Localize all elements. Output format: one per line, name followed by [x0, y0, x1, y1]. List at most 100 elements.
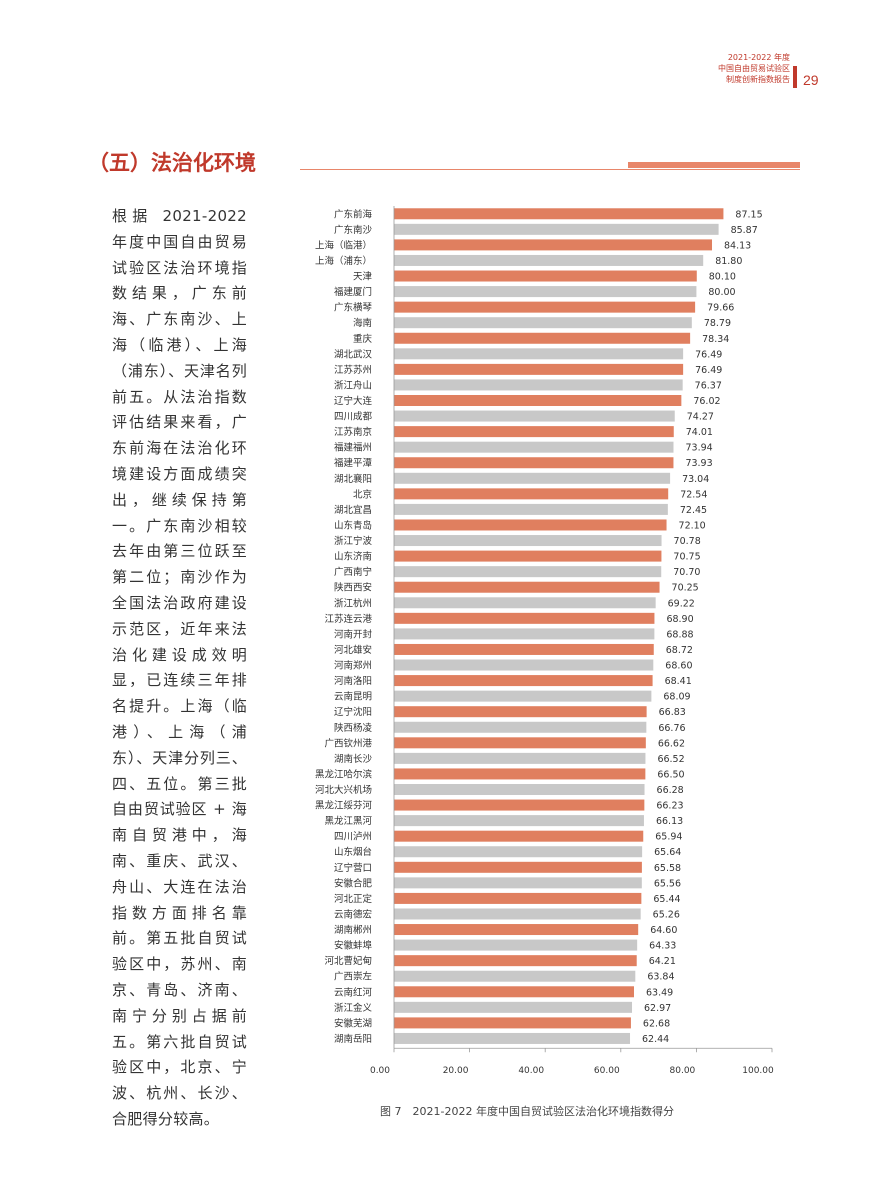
value-label-9: 78.34 — [702, 334, 729, 345]
value-label-4: 81.80 — [715, 256, 742, 267]
value-label-36: 66.52 — [657, 754, 684, 765]
figure-caption: 图 7 2021-2022 年度中国自贸试验区法治化环境指数得分 — [380, 1105, 674, 1118]
value-label-16: 73.94 — [685, 443, 712, 454]
x-tick-label-3: 40.00 — [518, 1066, 544, 1076]
bar-1 — [394, 208, 724, 220]
category-label-35: 广西钦州港 — [324, 737, 372, 749]
category-label-14: 四川成都 — [334, 411, 373, 423]
bar-39 — [394, 799, 645, 811]
value-label-54: 62.44 — [642, 1034, 669, 1045]
bar-5 — [394, 270, 697, 282]
bar-47 — [394, 924, 639, 936]
bar-21 — [394, 519, 667, 531]
category-label-19: 北京 — [353, 488, 372, 500]
value-label-25: 70.25 — [672, 583, 699, 594]
header-line-3: 制度创新指数报告 — [726, 75, 790, 84]
value-label-48: 64.33 — [649, 941, 676, 952]
category-label-13: 辽宁大连 — [334, 395, 373, 407]
value-label-33: 66.83 — [659, 707, 686, 718]
category-label-16: 福建福州 — [334, 442, 372, 454]
category-label-28: 河南开封 — [334, 628, 373, 640]
bar-51 — [394, 986, 634, 998]
bar-17 — [394, 457, 674, 469]
category-label-51: 云南红河 — [334, 986, 373, 998]
value-label-11: 76.49 — [695, 365, 722, 376]
bar-16 — [394, 441, 674, 453]
value-label-44: 65.56 — [654, 878, 681, 889]
value-label-39: 66.23 — [656, 801, 683, 812]
category-label-21: 山东青岛 — [334, 519, 372, 531]
value-label-53: 62.68 — [643, 1018, 670, 1029]
value-label-14: 74.27 — [687, 412, 714, 423]
bar-20 — [394, 503, 668, 515]
bar-42 — [394, 846, 643, 858]
bar-7 — [394, 301, 696, 313]
value-label-3: 84.13 — [724, 240, 751, 251]
bar-19 — [394, 488, 669, 500]
bar-30 — [394, 659, 654, 671]
category-label-30: 河南郑州 — [334, 660, 372, 672]
bar-41 — [394, 830, 644, 842]
category-label-36: 湖南长沙 — [334, 753, 373, 765]
bar-43 — [394, 861, 642, 873]
category-label-47: 湖南郴州 — [334, 924, 372, 936]
category-label-52: 浙江金义 — [334, 1002, 373, 1014]
category-label-53: 安徽芜湖 — [334, 1017, 372, 1029]
value-label-23: 70.75 — [673, 552, 700, 563]
category-label-46: 云南德宏 — [334, 908, 372, 920]
bar-2 — [394, 223, 719, 235]
value-label-21: 72.10 — [679, 520, 706, 531]
value-label-51: 63.49 — [646, 987, 673, 998]
category-label-34: 陕西杨凌 — [334, 722, 373, 734]
value-label-12: 76.37 — [695, 380, 722, 391]
value-label-29: 68.72 — [666, 645, 693, 656]
value-label-50: 63.84 — [647, 972, 674, 983]
value-label-13: 76.02 — [693, 396, 720, 407]
bar-36 — [394, 752, 646, 764]
category-label-22: 浙江宁波 — [334, 535, 373, 547]
bar-48 — [394, 939, 638, 951]
bar-32 — [394, 690, 652, 702]
bar-34 — [394, 721, 647, 733]
bar-31 — [394, 675, 653, 687]
bar-4 — [394, 254, 704, 266]
bar-29 — [394, 643, 654, 655]
category-label-23: 山东济南 — [334, 551, 372, 563]
value-label-37: 66.50 — [657, 769, 684, 780]
category-label-25: 陕西西安 — [334, 582, 372, 594]
value-label-34: 66.76 — [658, 723, 685, 734]
value-label-27: 68.90 — [666, 614, 693, 625]
category-label-5: 天津 — [353, 272, 373, 283]
category-label-17: 福建平潭 — [334, 457, 373, 469]
bar-25 — [394, 581, 660, 593]
category-label-27: 江苏连云港 — [324, 613, 372, 625]
value-label-30: 68.60 — [665, 661, 692, 672]
value-label-20: 72.45 — [680, 505, 707, 516]
value-label-10: 76.49 — [695, 349, 722, 360]
category-label-49: 河北曹妃甸 — [324, 955, 372, 967]
value-label-49: 64.21 — [649, 956, 676, 967]
category-label-29: 河北雄安 — [334, 644, 372, 656]
bar-23 — [394, 550, 662, 562]
category-label-45: 河北正定 — [334, 893, 373, 905]
category-label-50: 广西崇左 — [334, 971, 373, 983]
category-label-42: 山东烟台 — [334, 846, 372, 858]
bar-15 — [394, 426, 674, 438]
value-label-45: 65.44 — [653, 894, 680, 905]
category-label-6: 福建厦门 — [334, 286, 372, 298]
report-header: 2021-2022 年度 中国自由贸易试验区 制度创新指数报告 — [718, 52, 790, 85]
bar-52 — [394, 1001, 633, 1013]
value-label-47: 64.60 — [650, 925, 677, 936]
header-line-1: 2021-2022 年度 — [727, 53, 790, 62]
category-label-41: 四川泸州 — [334, 832, 372, 843]
value-label-7: 79.66 — [707, 303, 734, 314]
bar-12 — [394, 379, 683, 391]
category-label-3: 上海（临港） — [315, 239, 372, 251]
page-number: 29 — [803, 72, 819, 88]
category-label-1: 广东前海 — [334, 208, 373, 220]
category-label-31: 河南洛阳 — [334, 675, 372, 687]
bar-33 — [394, 706, 647, 718]
x-tick-label-1: 0.00 — [370, 1066, 390, 1076]
value-label-42: 65.64 — [654, 847, 681, 858]
